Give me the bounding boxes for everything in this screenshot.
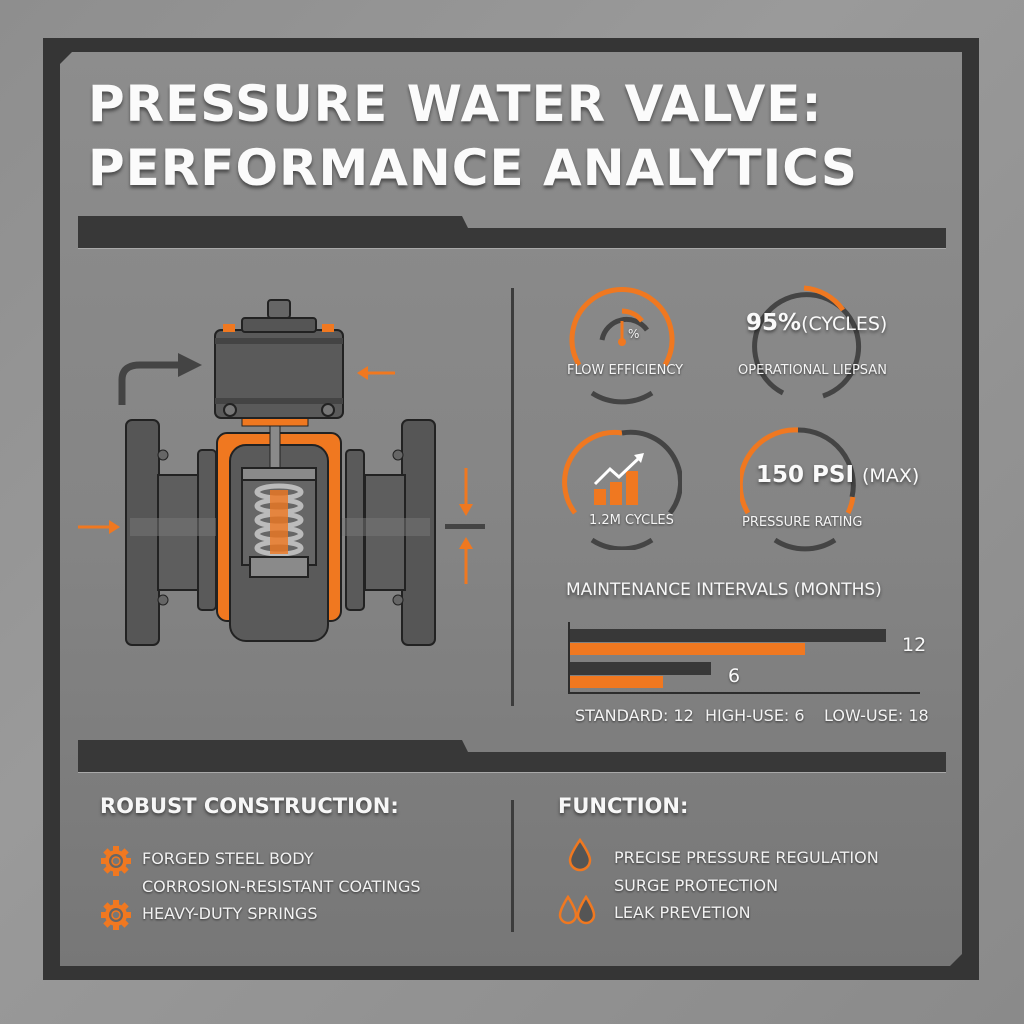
- gauge-operational-lifespan: 95%(CYCLES) OPERATIONAL LIEPSAN: [738, 283, 918, 413]
- flow-percent: %: [628, 327, 640, 341]
- lifespan-label: OPERATIONAL LIEPSAN: [738, 363, 887, 378]
- legend-low-use: LOW-USE: 18: [824, 706, 929, 725]
- vertical-divider-top: [511, 288, 514, 706]
- water-drop-icon: [568, 838, 592, 872]
- vertical-divider-bottom: [511, 800, 514, 932]
- pressure-value: 150 PSI (MAX): [756, 462, 920, 488]
- gear-icon: [101, 900, 131, 930]
- gauge-cycles: 1.2M CYCLES: [562, 425, 682, 550]
- valve-diagram: [78, 299, 485, 646]
- construction-item: HEAVY-DUTY SPRINGS: [142, 904, 318, 923]
- construction-heading: ROBUST CONSTRUCTION:: [100, 794, 399, 818]
- side-arrow-icon: [357, 366, 395, 380]
- inlet-arrow-icon: [78, 520, 120, 534]
- bar-standard-rated: [570, 629, 886, 642]
- legend-high-use: HIGH-USE: 6: [705, 706, 805, 725]
- lifespan-value: 95%(CYCLES): [746, 310, 888, 336]
- construction-item: CORROSION-RESISTANT COATINGS: [142, 877, 421, 896]
- gear-icon: [101, 846, 131, 876]
- title-line-2: PERFORMANCE ANALYTICS: [88, 139, 858, 197]
- pressure-label: PRESSURE RATING: [742, 515, 863, 530]
- chart-y-axis: [568, 622, 570, 692]
- title-line-1: PRESSURE WATER VALVE:: [88, 75, 823, 133]
- gauge-flow-efficiency: % FLOW EFFICIENCY: [562, 285, 684, 405]
- cycles-value: 1.2M CYCLES: [589, 513, 674, 528]
- footer-divider: [78, 740, 946, 772]
- bar-standard-actual: [570, 643, 805, 655]
- pressure-arrows-icon: [445, 468, 485, 584]
- header-divider: [78, 216, 946, 248]
- bar-label-6: 6: [728, 665, 741, 687]
- flow-efficiency-label: FLOW EFFICIENCY: [567, 363, 684, 378]
- construction-item: FORGED STEEL BODY: [142, 849, 314, 868]
- bar-highuse-rated: [570, 662, 711, 675]
- water-drops-icon: [558, 895, 596, 925]
- bar-highuse-actual: [570, 676, 663, 688]
- function-heading: FUNCTION:: [558, 794, 689, 818]
- curved-arrow-icon: [118, 353, 202, 405]
- chart-title: MAINTENANCE INTERVALS (MONTHS): [566, 580, 882, 600]
- chart-x-axis: [568, 692, 920, 694]
- legend-standard: STANDARD: 12: [575, 706, 694, 725]
- function-item: PRECISE PRESSURE REGULATION: [614, 848, 879, 867]
- bar-label-12: 12: [902, 634, 927, 656]
- function-item: SURGE PROTECTION: [614, 876, 779, 895]
- thermometer-gauge-icon: [618, 321, 626, 346]
- gauge-pressure-rating: 150 PSI (MAX) PRESSURE RATING: [740, 425, 920, 555]
- function-item: LEAK PREVETION: [614, 903, 751, 922]
- page-title: PRESSURE WATER VALVE: PERFORMANCE ANALYT…: [88, 72, 858, 200]
- growth-chart-icon: [593, 453, 644, 505]
